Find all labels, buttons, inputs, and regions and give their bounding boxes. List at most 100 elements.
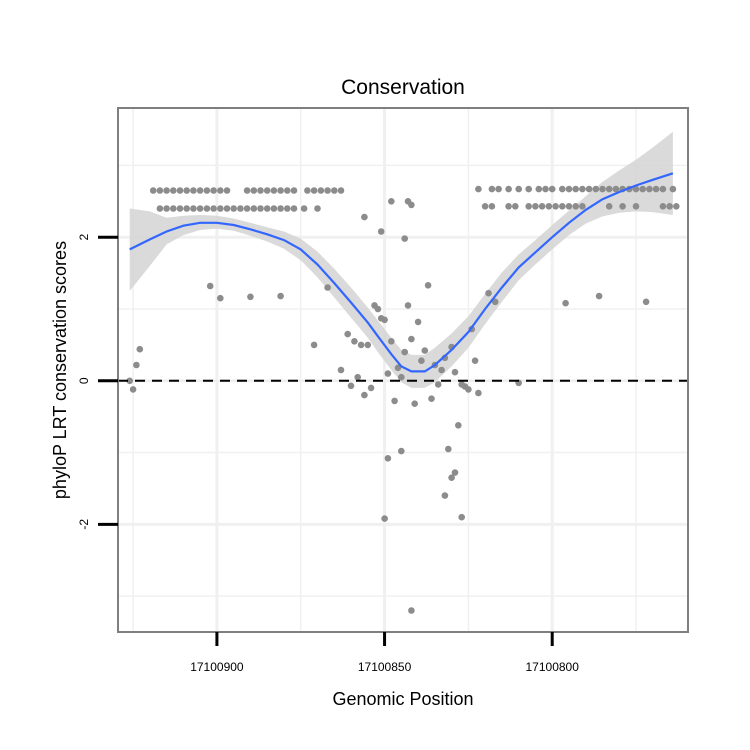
data-point (170, 187, 177, 194)
plot-panel (117, 107, 689, 633)
data-point (408, 335, 415, 343)
data-point (565, 185, 573, 193)
data-point (542, 185, 549, 193)
data-point (217, 205, 224, 212)
data-point (646, 185, 653, 193)
data-point (217, 294, 224, 302)
data-point (203, 187, 211, 194)
data-point (331, 187, 338, 194)
data-point (361, 391, 368, 399)
x-axis-title: Genomic Position (332, 689, 473, 709)
data-point (398, 447, 405, 455)
data-point (475, 389, 482, 397)
data-point (217, 187, 224, 194)
data-point (206, 282, 214, 290)
data-point (263, 187, 271, 194)
data-point (673, 203, 680, 210)
data-point (491, 298, 499, 306)
data-point (310, 187, 318, 194)
data-point (257, 187, 264, 194)
data-point (652, 185, 660, 193)
data-point (481, 203, 489, 210)
data-point (515, 185, 522, 193)
data-point (284, 205, 291, 212)
data-point (290, 187, 298, 194)
data-point (337, 366, 345, 374)
data-point (388, 338, 395, 345)
data-point (599, 185, 606, 193)
data-point (190, 205, 197, 212)
data-point (300, 205, 308, 212)
data-point (129, 386, 137, 393)
data-point (572, 185, 579, 193)
data-point (592, 185, 600, 193)
data-point (451, 469, 459, 476)
data-point (605, 203, 613, 210)
data-point (465, 386, 472, 393)
data-point (535, 185, 543, 193)
data-point (632, 203, 640, 210)
data-point (347, 382, 355, 390)
data-point (632, 185, 640, 193)
data-point (354, 373, 362, 381)
data-point (451, 368, 459, 376)
data-point (579, 185, 586, 193)
data-point (488, 185, 496, 193)
data-point (488, 203, 496, 210)
data-point (163, 187, 170, 194)
data-point (290, 205, 298, 212)
data-point (411, 400, 419, 408)
axes: 17100900 17100850 17100800 -2 0 2 (77, 234, 579, 674)
data-point (421, 347, 429, 354)
data-point (471, 357, 479, 365)
data-point (310, 341, 318, 349)
panel-border (117, 107, 689, 633)
data-point (384, 455, 392, 462)
data-point (445, 445, 452, 453)
data-point (243, 187, 251, 194)
data-point (324, 284, 331, 291)
data-point (408, 201, 415, 209)
data-point (585, 185, 593, 193)
data-point (666, 203, 673, 210)
data-point (398, 373, 405, 381)
data-point (277, 205, 284, 212)
data-point (525, 203, 532, 210)
data-point (559, 185, 566, 193)
data-point (284, 187, 291, 194)
data-point (388, 198, 395, 205)
x-tick-label: 17100850 (358, 660, 412, 674)
data-point (384, 370, 392, 377)
data-point (247, 293, 254, 301)
data-point (156, 205, 164, 212)
data-point (223, 187, 231, 194)
data-point (475, 185, 482, 193)
data-point (505, 203, 512, 210)
data-point (163, 205, 170, 212)
data-point (401, 235, 409, 242)
data-point (424, 282, 432, 289)
data-point (223, 205, 231, 212)
data-point (441, 492, 449, 499)
y-tick-label: -2 (77, 519, 91, 530)
data-point (619, 203, 626, 210)
data-point (367, 384, 375, 392)
data-point (642, 298, 650, 306)
data-point (377, 228, 385, 235)
data-point (659, 185, 667, 193)
data-point (126, 377, 133, 385)
data-point (314, 205, 321, 212)
data-point (277, 187, 284, 194)
data-point (374, 305, 382, 313)
data-point (381, 515, 388, 522)
data-point (156, 187, 164, 194)
data-point (512, 203, 519, 210)
data-point (428, 395, 435, 403)
y-axis-title: phyloP LRT conservation scores (50, 241, 70, 499)
data-point (391, 397, 398, 405)
data-point (344, 330, 352, 338)
data-point (176, 205, 184, 212)
data-point (351, 338, 358, 345)
data-point (364, 341, 372, 349)
